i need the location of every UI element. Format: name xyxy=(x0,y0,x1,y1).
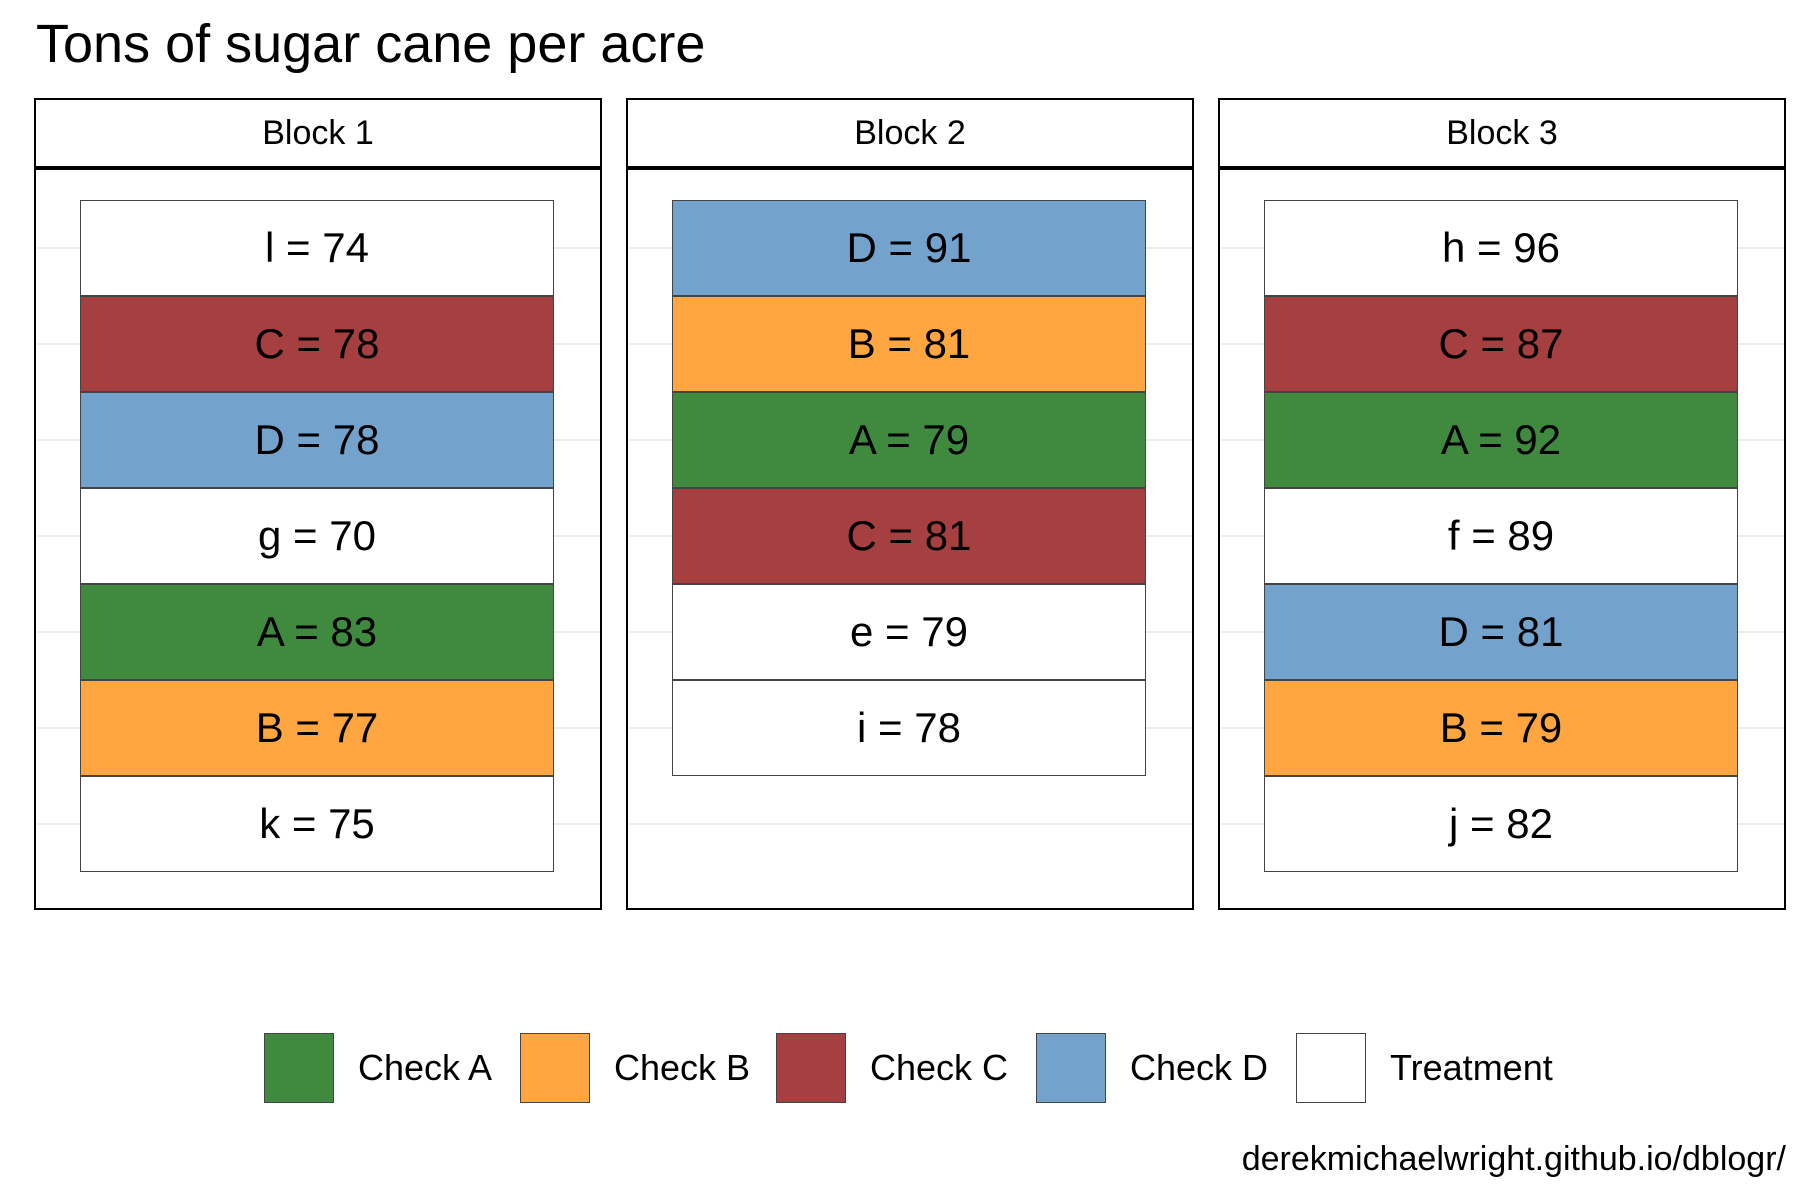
plot-cell: D = 91 xyxy=(672,200,1146,296)
plot-cell: D = 81 xyxy=(1264,584,1738,680)
plot-cell: f = 89 xyxy=(1264,488,1738,584)
facet-strip-label: Block 1 xyxy=(34,98,602,168)
plot-area: D = 91 B = 81 A = 79 C = 81 e = 79 i = 78 xyxy=(626,168,1194,910)
plot-cell: h = 96 xyxy=(1264,200,1738,296)
legend-key xyxy=(776,1033,846,1103)
legend-key xyxy=(264,1033,334,1103)
legend-key xyxy=(1296,1033,1366,1103)
gridline xyxy=(628,823,1192,825)
caption: derekmichaelwright.github.io/dblogr/ xyxy=(1241,1140,1786,1178)
facet-strip-label: Block 3 xyxy=(1218,98,1786,168)
plot-cell: A = 83 xyxy=(80,584,554,680)
plot-cell: k = 75 xyxy=(80,776,554,872)
legend-label: Check C xyxy=(870,1047,1009,1088)
plot-cell: B = 79 xyxy=(1264,680,1738,776)
legend-key xyxy=(520,1033,590,1103)
plot-cell: B = 77 xyxy=(80,680,554,776)
legend-key xyxy=(1036,1033,1106,1103)
plot-cell: C = 81 xyxy=(672,488,1146,584)
plot-area: h = 96 C = 87 A = 92 f = 89 D = 81 B = 79 j = … xyxy=(1218,168,1786,910)
legend-item: Check C xyxy=(776,1032,1008,1104)
plot-cell: C = 78 xyxy=(80,296,554,392)
facet-strip-label: Block 2 xyxy=(626,98,1194,168)
legend-item: Treatment xyxy=(1296,1032,1553,1104)
legend-label: Check D xyxy=(1130,1047,1269,1088)
plot-area: l = 74 C = 78 D = 78 g = 70 A = 83 B = 77 k = … xyxy=(34,168,602,910)
chart-title: Tons of sugar cane per acre xyxy=(36,14,706,74)
plot-cell: A = 79 xyxy=(672,392,1146,488)
plot-cell: g = 70 xyxy=(80,488,554,584)
legend-item: Check B xyxy=(520,1032,750,1104)
plot-cell: i = 78 xyxy=(672,680,1146,776)
legend-label: Check A xyxy=(358,1047,493,1088)
legend-item: Check D xyxy=(1036,1032,1268,1104)
plot-cell: l = 74 xyxy=(80,200,554,296)
plot-cell: D = 78 xyxy=(80,392,554,488)
plot-cell: e = 79 xyxy=(672,584,1146,680)
legend-label: Check B xyxy=(614,1047,751,1088)
plot-cell: C = 87 xyxy=(1264,296,1738,392)
legend-item: Check A xyxy=(264,1032,492,1104)
plot-cell: A = 92 xyxy=(1264,392,1738,488)
plot-cell: B = 81 xyxy=(672,296,1146,392)
legend-label: Treatment xyxy=(1390,1047,1553,1088)
legend: Check A Check B Check C Check D Treatment xyxy=(264,1032,1584,1104)
plot-cell: j = 82 xyxy=(1264,776,1738,872)
